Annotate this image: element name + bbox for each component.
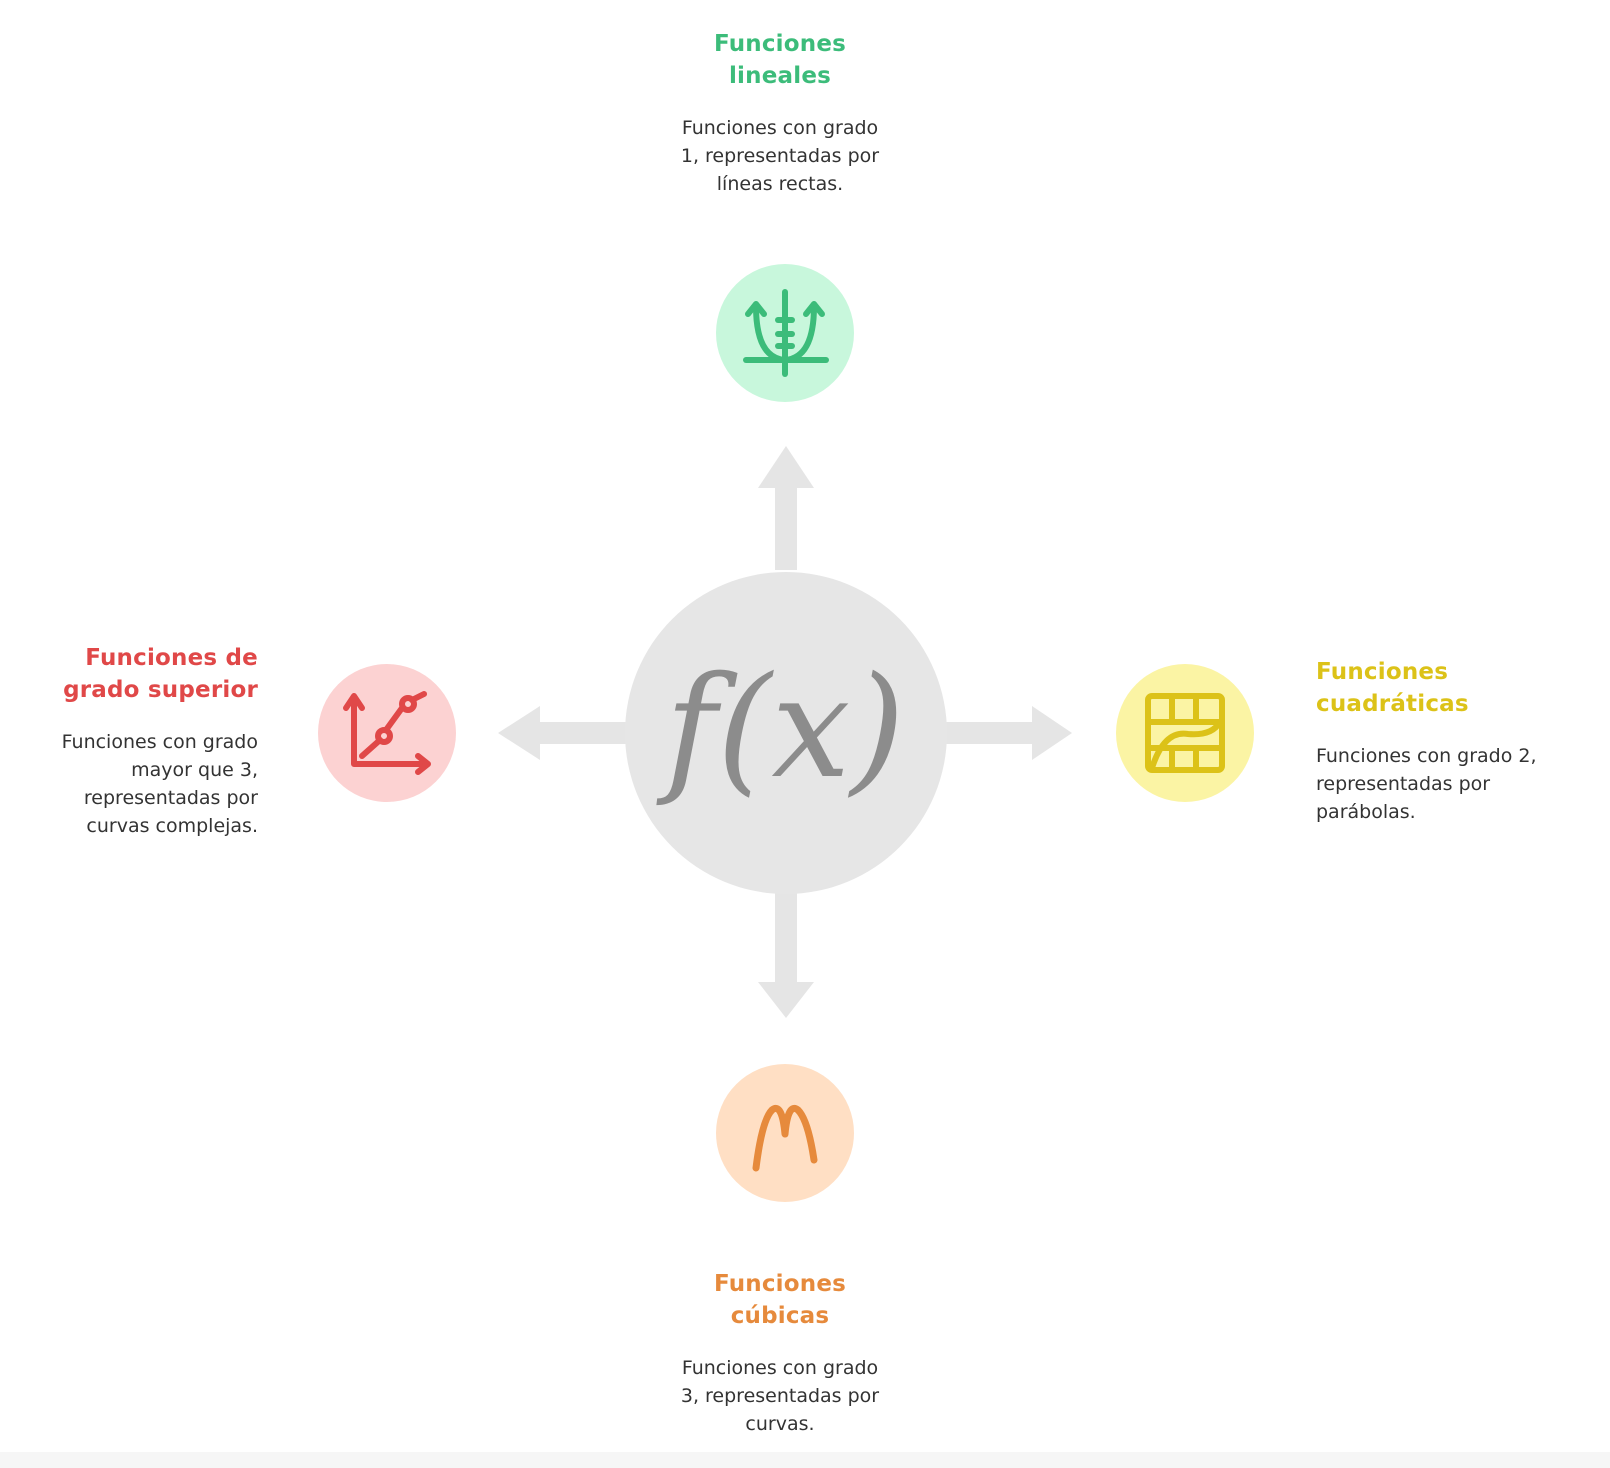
- desc-line: representadas por: [83, 787, 258, 809]
- node-description: Funciones con grado 1, representadas por…: [640, 114, 920, 198]
- node-title: Funciones cuadráticas: [1316, 656, 1596, 720]
- line-chart-icon: [343, 691, 431, 775]
- wave-curve-icon: [752, 1105, 818, 1172]
- node-icon-circle: [318, 664, 456, 802]
- arrow-right: [944, 706, 1072, 760]
- arrow-up: [758, 446, 814, 570]
- node-icon-circle: [1116, 664, 1254, 802]
- node-icon-circle: [716, 1064, 854, 1202]
- desc-line: representadas por: [1316, 773, 1491, 795]
- node-description: Funciones con grado 3, representadas por…: [640, 1354, 920, 1438]
- desc-line: 3, representadas por: [680, 1385, 880, 1407]
- node-description: Funciones con grado mayor que 3, represe…: [16, 728, 258, 840]
- desc-line: Funciones con grado: [681, 1357, 879, 1379]
- function-graph-icon: [743, 289, 829, 377]
- grid-curve-icon: [1145, 693, 1225, 773]
- title-line: Funciones de: [85, 645, 258, 671]
- title-line: cuadráticas: [1316, 691, 1469, 717]
- desc-line: curvas complejas.: [86, 815, 258, 837]
- node-title: Funciones cúbicas: [640, 1268, 920, 1332]
- desc-line: curvas.: [745, 1413, 815, 1435]
- center-hub: f(x): [625, 572, 947, 894]
- node-title: Funciones de grado superior: [16, 642, 258, 706]
- title-line: cúbicas: [730, 1303, 830, 1329]
- desc-line: Funciones con grado 2,: [1316, 745, 1537, 767]
- center-circle: [625, 572, 947, 894]
- desc-line: parábolas.: [1316, 801, 1416, 823]
- title-line: Funciones: [1316, 659, 1449, 685]
- title-line: Funciones: [713, 31, 847, 57]
- desc-line: mayor que 3,: [131, 759, 258, 781]
- desc-line: líneas rectas.: [716, 173, 844, 195]
- bottom-strip: [0, 1452, 1610, 1468]
- node-icon-circle: [716, 264, 854, 402]
- node-title: Funciones lineales: [640, 28, 920, 92]
- desc-line: Funciones con grado: [681, 117, 879, 139]
- title-line: grado superior: [63, 677, 258, 703]
- desc-line: 1, representadas por: [680, 145, 880, 167]
- center-label: f(x): [656, 647, 905, 810]
- arrow-left: [498, 706, 628, 760]
- title-line: lineales: [728, 63, 832, 89]
- node-description: Funciones con grado 2, representadas por…: [1316, 742, 1596, 826]
- desc-line: Funciones con grado: [61, 731, 258, 753]
- arrow-down: [758, 890, 814, 1018]
- title-line: Funciones: [713, 1271, 847, 1297]
